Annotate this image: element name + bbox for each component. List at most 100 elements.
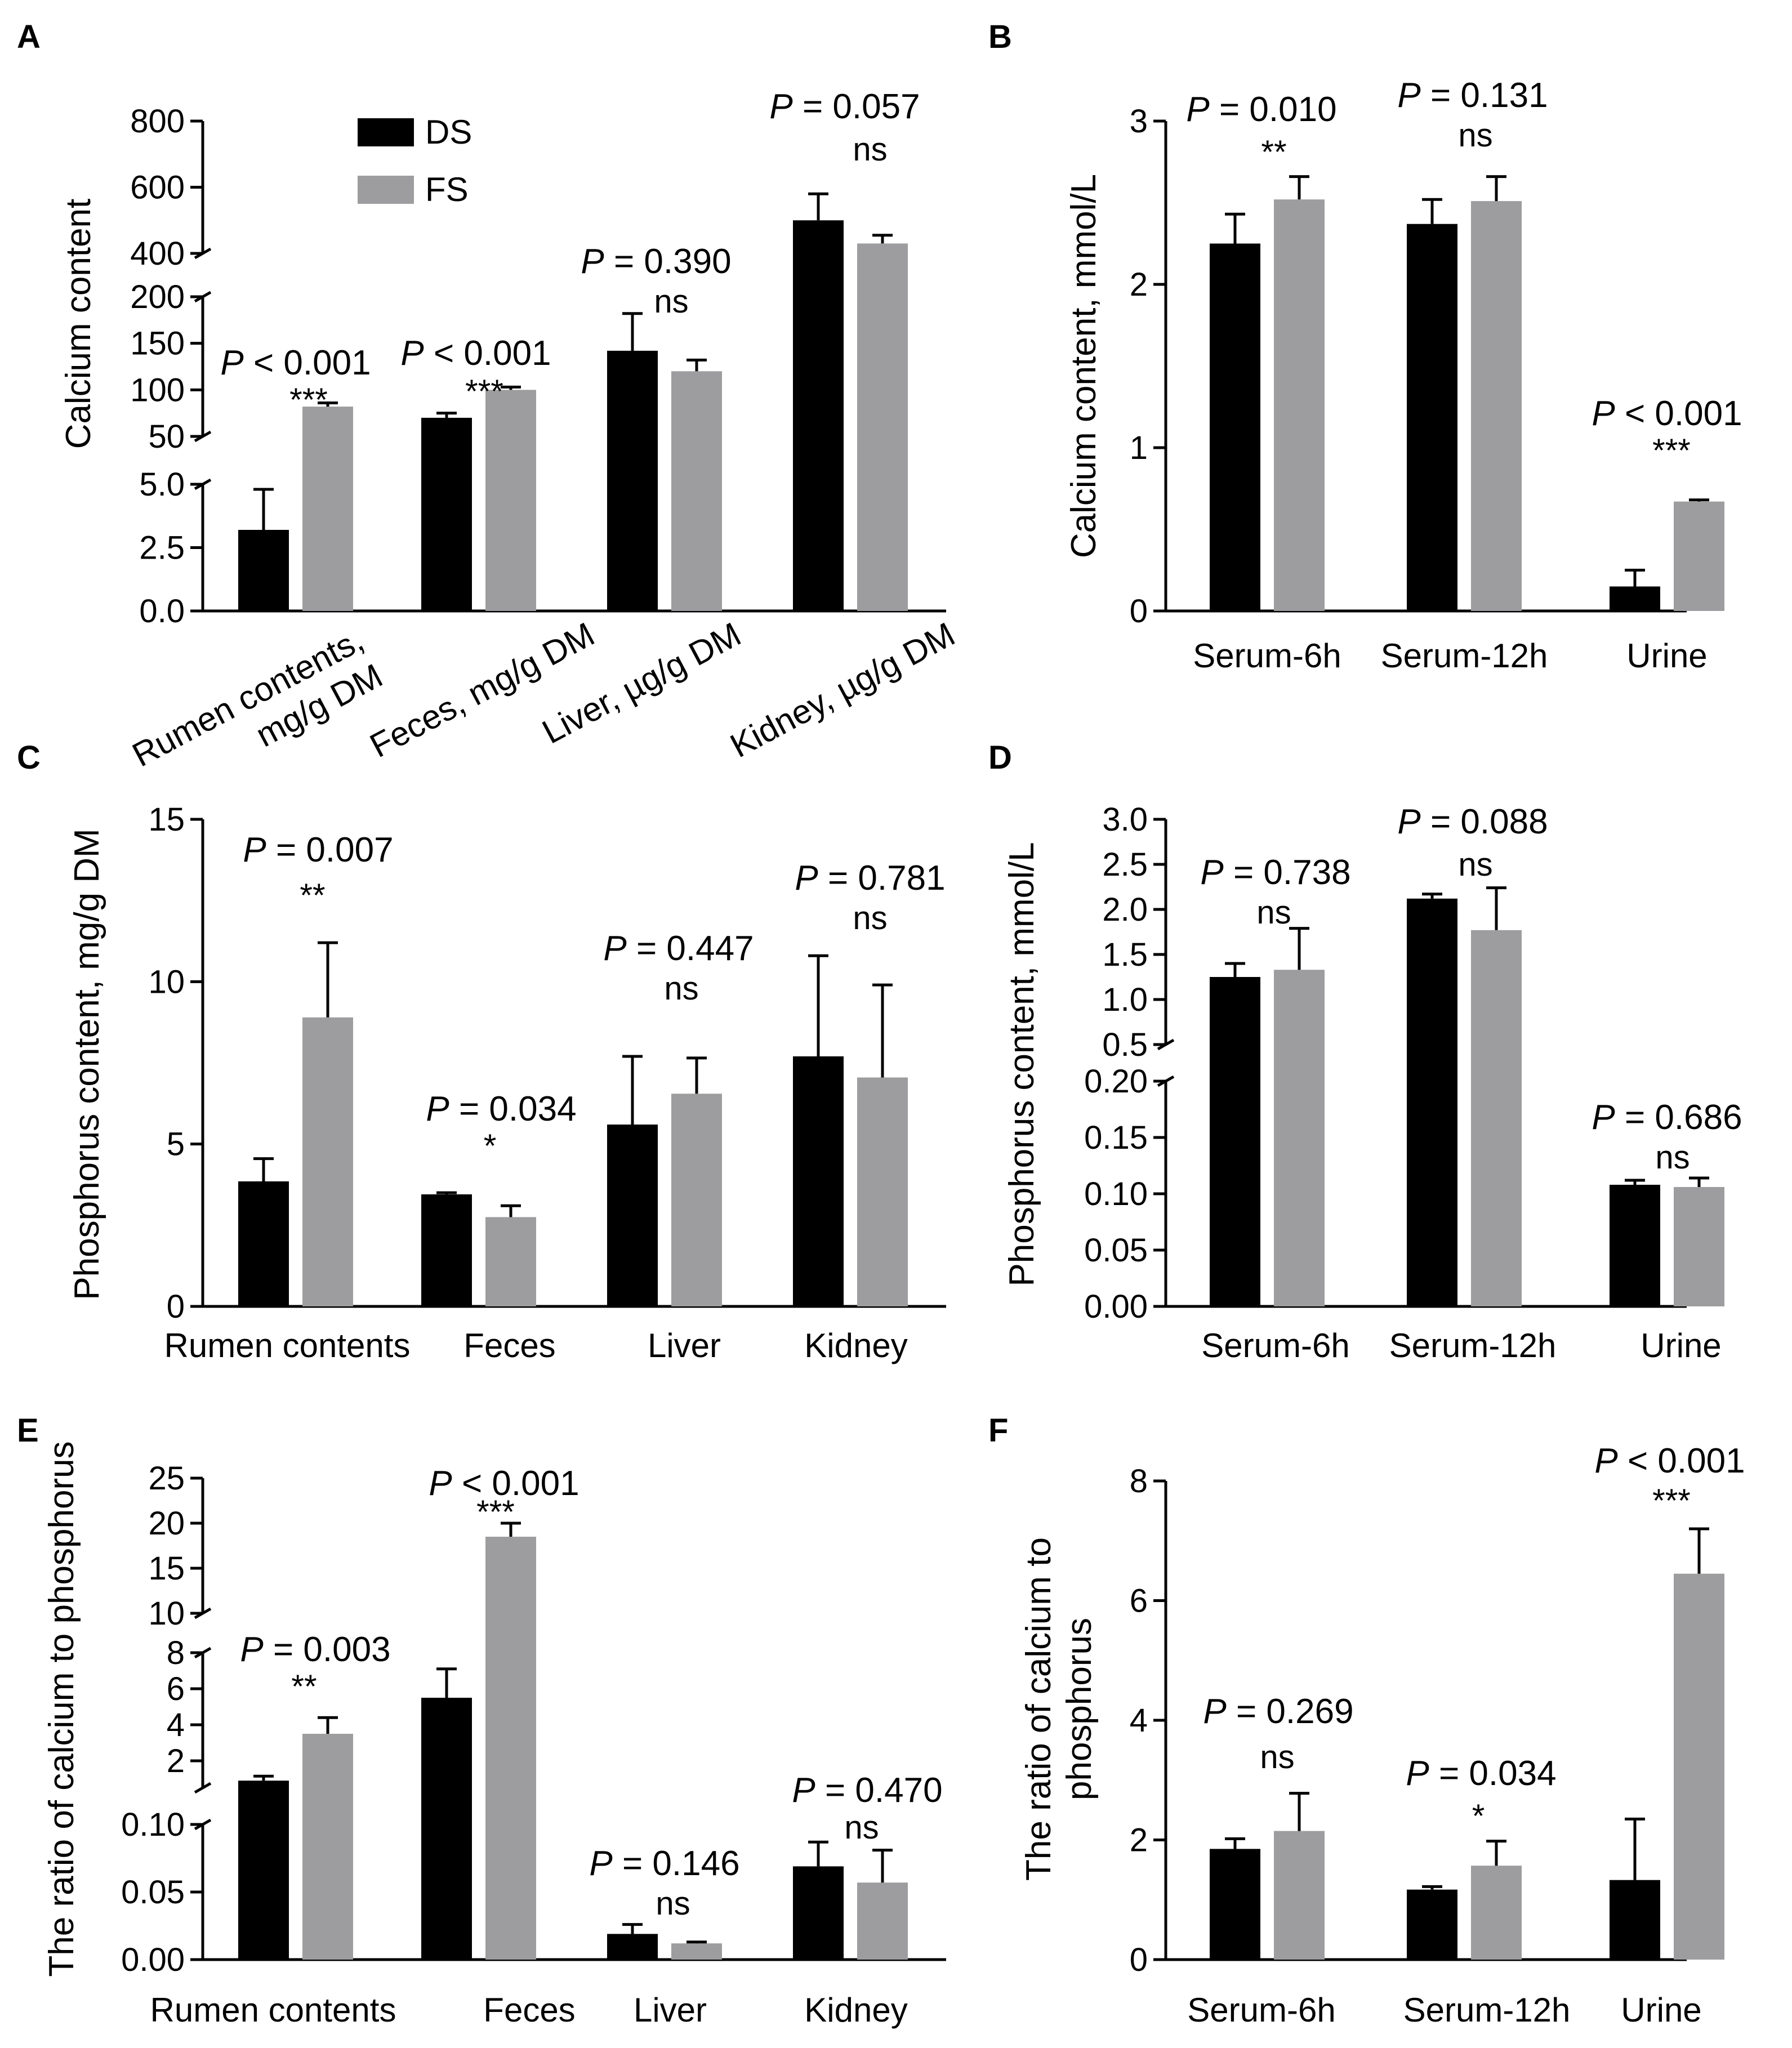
bar-fs xyxy=(1674,1187,1724,1306)
bar-ds xyxy=(793,1056,844,1306)
p-value-label: P < 0.001 xyxy=(400,334,551,373)
significance-label: ns xyxy=(853,131,887,168)
bar-fs xyxy=(671,371,722,611)
x-tick-label: Feces xyxy=(463,1327,555,1364)
bar-ds xyxy=(793,220,844,611)
y-tick-label: 10 xyxy=(148,963,185,1000)
y-axis-label: The ratio of calcium tophosphorus xyxy=(1019,1537,1099,1881)
bar-fs xyxy=(1471,201,1522,612)
bar-fs xyxy=(1674,1573,1724,1960)
y-tick-label: 0.00 xyxy=(1084,1288,1148,1325)
y-tick-label: 1.0 xyxy=(1102,981,1148,1018)
bar-fs xyxy=(1274,970,1325,1306)
y-tick-label: 0.05 xyxy=(1084,1232,1148,1269)
significance-label: ns xyxy=(1655,1139,1690,1176)
y-tick-label: 4 xyxy=(1130,1702,1148,1739)
panel-label-e: E xyxy=(17,1412,39,1449)
axis-break-mark xyxy=(194,1818,212,1831)
significance-label: *** xyxy=(465,373,503,410)
y-tick-label: 2.5 xyxy=(1102,846,1148,883)
x-tick-label: Serum-12h xyxy=(1389,1327,1557,1364)
x-tick-label: Rumen contents,mg/g DM xyxy=(126,621,389,810)
y-tick-label: 0.00 xyxy=(121,1942,185,1978)
x-tick-label: Kidney xyxy=(804,1991,907,2029)
y-tick-label: 2.0 xyxy=(1102,891,1148,928)
y-tick-label: 0.10 xyxy=(1084,1176,1148,1212)
bar-ds xyxy=(421,1698,472,1960)
p-value-label: P = 0.003 xyxy=(240,1630,390,1669)
p-value-label: P = 0.470 xyxy=(792,1771,942,1810)
p-value-label: P = 0.010 xyxy=(1186,90,1336,129)
y-tick-label: 5.0 xyxy=(139,466,185,503)
p-value-label: P < 0.001 xyxy=(429,1464,579,1503)
bar-fs xyxy=(302,1017,353,1306)
x-tick-label: Urine xyxy=(1621,1991,1701,2029)
y-tick-label: 8 xyxy=(167,1635,185,1671)
y-tick-label: 20 xyxy=(148,1505,185,1542)
bar-ds xyxy=(238,1181,289,1306)
bar-fs xyxy=(302,1734,353,1960)
significance-label: *** xyxy=(1652,432,1691,469)
y-tick-label: 200 xyxy=(130,279,185,315)
x-tick-label: Serum-6h xyxy=(1201,1327,1349,1364)
p-value-label: P = 0.034 xyxy=(1406,1754,1556,1793)
legend-swatch-ds xyxy=(358,118,414,146)
significance-label: * xyxy=(1472,1798,1485,1835)
x-tick-label: Kidney, µg/g DM xyxy=(724,615,961,765)
bar-fs xyxy=(857,243,908,611)
y-tick-label: 2 xyxy=(167,1743,185,1779)
bar-ds xyxy=(1610,1880,1660,1960)
significance-label: ** xyxy=(291,1668,317,1705)
y-tick-label: 10 xyxy=(148,1595,185,1632)
p-value-label: P = 0.057 xyxy=(769,87,920,126)
significance-label: ns xyxy=(1458,117,1492,154)
x-tick-label: Rumen contents xyxy=(150,1991,396,2029)
panel-d: D 0.00 0.05 0.10 0.15 0.200.5 1.0 1.5 2.0 2.5 3.0 P… xyxy=(988,739,1742,1364)
x-tick-label: Serum-12h xyxy=(1403,1991,1571,2029)
bar-fs xyxy=(1674,501,1724,611)
axis-break-mark xyxy=(194,430,212,443)
p-value-label: P = 0.738 xyxy=(1200,853,1350,892)
legend: DS FS xyxy=(358,113,472,208)
bar-fs xyxy=(1274,1831,1325,1960)
y-axis-label: The ratio of calcium to phosphorus xyxy=(42,1441,81,1976)
bar-fs xyxy=(857,1882,908,1960)
y-tick-label: 2 xyxy=(1130,266,1148,303)
p-value-label: P = 0.447 xyxy=(603,929,754,968)
p-value-label: P = 0.131 xyxy=(1397,76,1548,115)
p-value-label: P = 0.269 xyxy=(1203,1692,1353,1731)
significance-label: ns xyxy=(853,900,887,936)
y-tick-label: 15 xyxy=(148,1550,185,1587)
p-value-label: P = 0.007 xyxy=(243,831,393,869)
bar-fs xyxy=(485,1217,536,1306)
y-tick-label: 0.0 xyxy=(139,593,185,630)
y-tick-label: 0 xyxy=(1130,1942,1148,1978)
significance-label: *** xyxy=(289,382,328,418)
legend-swatch-fs xyxy=(358,176,414,204)
x-tick-label: Liver xyxy=(634,1991,707,2029)
x-tick-label: Kidney xyxy=(804,1327,907,1364)
panel-label-f: F xyxy=(988,1412,1008,1449)
axis-break-mark xyxy=(1157,1075,1175,1087)
bar-ds xyxy=(1210,1849,1260,1960)
y-tick-label: 150 xyxy=(130,325,185,362)
y-tick-label: 400 xyxy=(130,235,185,272)
y-axis-label: Phosphorus content, mmol/L xyxy=(1002,842,1041,1286)
y-tick-label: 0.15 xyxy=(1084,1119,1148,1156)
bar-ds xyxy=(1407,1889,1457,1960)
bar-fs xyxy=(1471,930,1522,1306)
y-axis-label: Phosphorus content, mg/g DM xyxy=(68,828,106,1300)
legend-label-fs: FS xyxy=(425,171,469,208)
bar-ds xyxy=(1210,243,1260,611)
panel-f: F 0 2 4 6 8 P = 0.269 ns P = 0.034 * P < 0.001*** S… xyxy=(988,1412,1745,2029)
y-tick-label: 3.0 xyxy=(1102,801,1148,838)
y-tick-label: 0 xyxy=(1130,593,1148,630)
y-tick-label: 600 xyxy=(130,169,185,206)
axis-break-mark xyxy=(194,1647,212,1659)
significance-label: ns xyxy=(1458,846,1492,883)
bar-fs xyxy=(1471,1866,1522,1960)
bar-fs xyxy=(1274,199,1325,611)
y-tick-label: 1.5 xyxy=(1102,936,1148,973)
significance-label: ** xyxy=(1261,134,1286,171)
